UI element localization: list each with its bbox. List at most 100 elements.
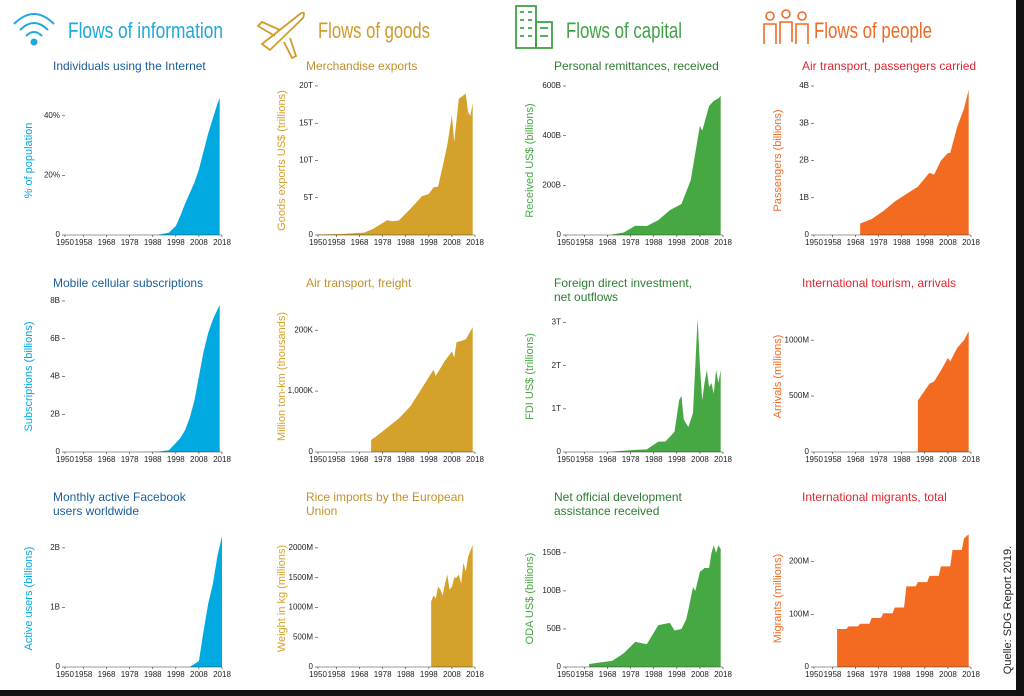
x-tick-label: 1978 [870,455,888,464]
x-tick-label: 1968 [98,455,116,464]
y-tick-label: 1500M [289,573,314,582]
wifi-icon [13,13,55,46]
x-tick-label: 1998 [167,670,185,679]
area [134,304,220,452]
x-tick-label: 1958 [576,238,594,247]
x-tick-label: 2018 [714,455,732,464]
y-axis-label: Weight in kg (millions) [276,545,288,652]
area [318,93,473,235]
chart-title: net outflows [554,290,618,304]
x-tick-label: 1958 [576,455,594,464]
y-tick-label: 4B [50,372,60,381]
area [189,535,222,667]
x-tick-label: 1950 [557,455,575,464]
y-tick-label: 20% [44,171,60,180]
y-tick-label: 5T [304,193,313,202]
y-tick-label: 8B [50,296,60,305]
column-header: Flows of information [68,18,223,43]
x-tick-label: 1978 [374,670,392,679]
x-tick-label: 1978 [622,238,640,247]
x-tick-label: 1950 [56,238,74,247]
y-tick-label: 0 [805,662,810,671]
x-tick-label: 1958 [576,670,594,679]
chart-title: Individuals using the Internet [53,59,206,73]
x-tick-label: 1988 [144,238,162,247]
x-tick-label: 1998 [668,238,686,247]
x-tick-label: 1998 [167,238,185,247]
x-tick-label: 1978 [870,238,888,247]
y-tick-label: 150B [542,548,561,557]
x-tick-label: 1958 [75,455,93,464]
x-tick-label: 2018 [714,670,732,679]
chart-title: users worldwide [53,504,139,518]
x-tick-label: 1950 [557,238,575,247]
x-tick-label: 1978 [870,670,888,679]
x-tick-label: 1950 [309,455,327,464]
y-axis-label: % of population [23,123,35,199]
x-tick-label: 1978 [374,455,392,464]
edge-bar [0,690,1024,696]
x-tick-label: 2018 [466,455,484,464]
chart-title: Air transport, passengers carried [802,59,976,73]
y-axis-label: Passengers (billions) [772,109,784,211]
x-tick-label: 1998 [420,670,438,679]
y-tick-label: 200K [294,325,313,334]
x-tick-label: 1988 [645,238,663,247]
x-tick-label: 1988 [397,670,415,679]
y-tick-label: 20T [299,81,313,90]
y-axis-label: Million ton-km (thousands) [276,312,288,441]
y-tick-label: 2B [50,543,60,552]
y-axis-label: ODA US$ (billions) [524,553,536,645]
x-tick-label: 1968 [847,670,865,679]
y-tick-label: 6B [50,334,60,343]
x-tick-label: 1968 [98,670,116,679]
y-tick-label: 2000M [289,543,314,552]
y-axis-label: Arrivals (millions) [772,335,784,419]
y-tick-label: 15T [299,118,313,127]
y-tick-label: 400B [542,131,561,140]
x-tick-label: 1950 [56,670,74,679]
plane-icon [256,11,305,60]
x-tick-label: 1998 [167,455,185,464]
y-tick-label: 1T [552,404,561,413]
x-tick-label: 1988 [645,455,663,464]
x-tick-label: 1950 [309,670,327,679]
x-tick-label: 1958 [75,238,93,247]
x-tick-label: 1998 [668,455,686,464]
x-tick-label: 2008 [939,455,957,464]
column-header: Flows of goods [318,18,430,43]
area [589,545,721,667]
x-tick-label: 1950 [56,455,74,464]
x-tick-label: 2018 [213,238,231,247]
chart-title: Mobile cellular subscriptions [53,276,203,290]
x-tick-label: 1988 [893,670,911,679]
x-tick-label: 1958 [75,670,93,679]
chart-title: Union [306,504,337,518]
x-tick-label: 2008 [939,238,957,247]
x-tick-label: 2008 [691,238,709,247]
y-tick-label: 100B [542,586,561,595]
x-tick-label: 1998 [668,670,686,679]
x-tick-label: 2018 [213,670,231,679]
x-tick-label: 1978 [121,670,139,679]
y-tick-label: 50B [547,624,561,633]
y-tick-label: 0 [557,447,562,456]
x-tick-label: 1988 [397,238,415,247]
x-tick-label: 2008 [443,455,461,464]
x-tick-label: 2018 [213,455,231,464]
chart-title: Net official development [554,490,683,504]
x-tick-label: 1968 [847,238,865,247]
y-tick-label: 4B [799,81,809,90]
y-tick-label: 0 [557,230,562,239]
y-tick-label: 0 [805,447,810,456]
y-axis-label: FDI US$ (trillions) [524,333,536,420]
x-tick-label: 1950 [557,670,575,679]
x-tick-label: 1950 [309,238,327,247]
y-tick-label: 200B [542,180,561,189]
y-axis-label: Subscriptions (billions) [23,321,35,431]
area [917,331,969,452]
y-tick-label: 0 [56,662,61,671]
y-tick-label: 0 [805,230,810,239]
x-tick-label: 1988 [893,455,911,464]
x-tick-label: 1998 [916,670,934,679]
